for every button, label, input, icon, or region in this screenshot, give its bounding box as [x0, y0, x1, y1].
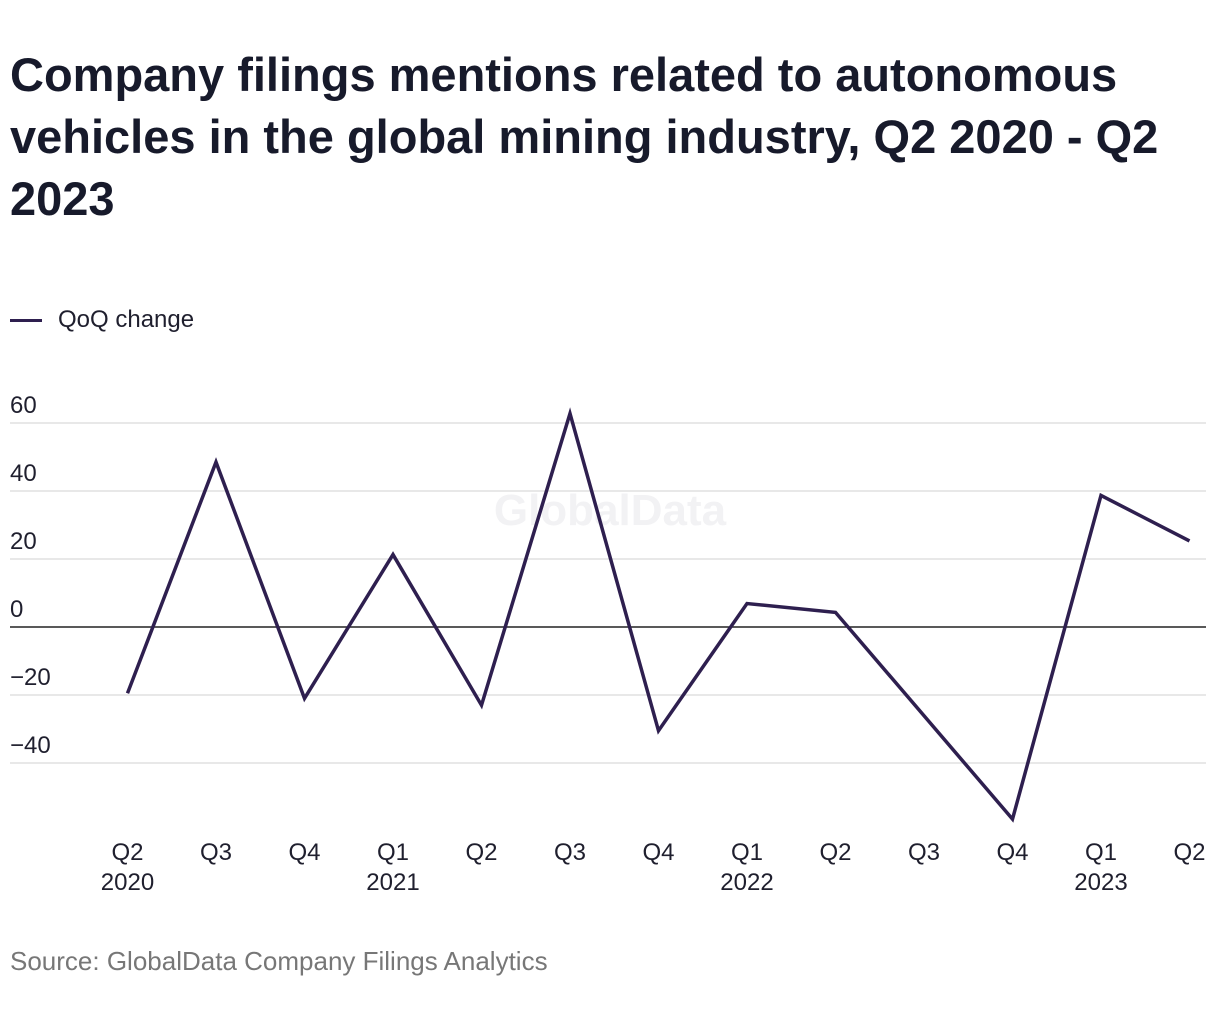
x-tick-label: Q2: [111, 839, 143, 866]
x-tick-label: Q1: [1085, 839, 1117, 866]
y-tick-label: −40: [10, 732, 51, 759]
y-tick-label: 40: [10, 460, 37, 487]
x-tick-year-label: 2020: [101, 869, 154, 896]
x-tick-label: Q4: [642, 839, 674, 866]
x-tick-label: Q1: [731, 839, 763, 866]
x-tick-label: Q4: [288, 839, 320, 866]
legend-line-swatch: [10, 318, 42, 322]
x-tick-label: Q3: [554, 839, 586, 866]
watermark: GlobalData: [494, 486, 727, 535]
y-tick-label: 0: [10, 596, 23, 623]
source-note: Source: GlobalData Company Filings Analy…: [10, 946, 548, 976]
legend-label: QoQ change: [58, 306, 195, 333]
x-tick-label: Q2: [465, 839, 497, 866]
x-tick-label: Q2: [819, 839, 851, 866]
chart-title: Company filings mentions related to auto…: [10, 48, 1159, 225]
line-chart: GlobalData 60 40 20 0 −20 −40 Q2 2020 Q3 Q4 Q1 2021 Q…: [10, 392, 1206, 896]
legend: QoQ change: [10, 306, 194, 334]
y-tick-label: −20: [10, 664, 51, 691]
y-tick-label: 20: [10, 528, 37, 555]
x-tick-year-label: 2023: [1074, 869, 1127, 896]
x-tick-label: Q3: [908, 839, 940, 866]
x-tick-label: Q1: [377, 839, 409, 866]
x-tick-label: Q4: [996, 839, 1028, 866]
x-tick-year-label: 2022: [720, 869, 773, 896]
series-line-qoq-change: [125, 407, 1191, 823]
x-tick-label: Q2: [1173, 839, 1205, 866]
y-tick-label: 60: [10, 392, 37, 419]
x-tick-label: Q3: [200, 839, 232, 866]
x-tick-year-label: 2021: [366, 869, 419, 896]
